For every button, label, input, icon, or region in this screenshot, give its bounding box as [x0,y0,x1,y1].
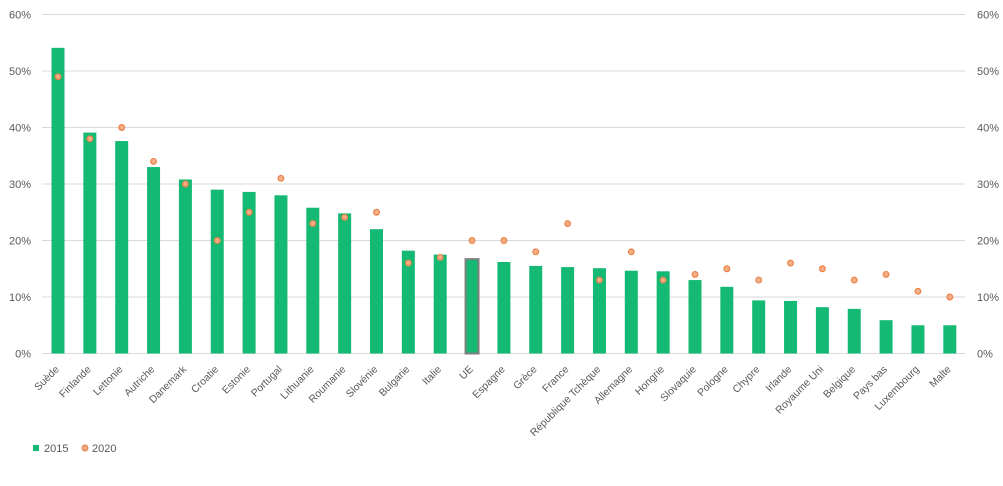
svg-text:40%: 40% [977,123,999,135]
svg-text:10%: 10% [977,292,999,304]
svg-text:10%: 10% [9,292,31,304]
svg-text:30%: 30% [977,179,999,191]
svg-text:50%: 50% [977,66,999,78]
svg-text:0%: 0% [15,349,31,361]
svg-text:2015: 2015 [44,443,68,455]
svg-text:60%: 60% [977,10,999,22]
svg-text:0%: 0% [977,349,993,361]
svg-text:40%: 40% [9,123,31,135]
svg-text:60%: 60% [9,10,31,22]
svg-text:20%: 20% [9,236,31,248]
svg-text:30%: 30% [9,179,31,191]
svg-text:20%: 20% [977,236,999,248]
svg-text:50%: 50% [9,66,31,78]
svg-text:2020: 2020 [92,443,116,455]
